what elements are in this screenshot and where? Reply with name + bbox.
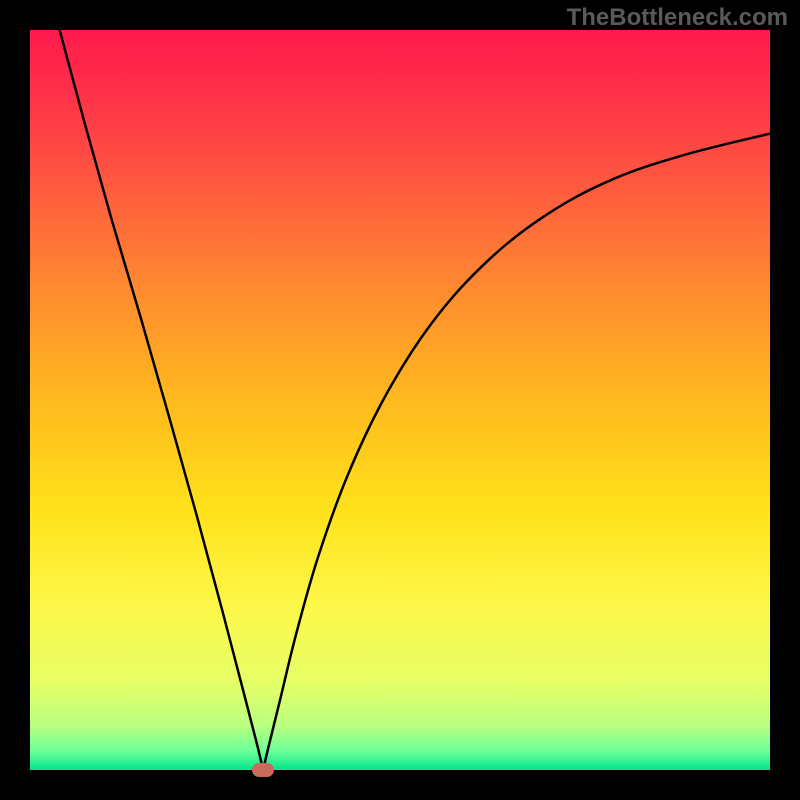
gradient-background: [30, 30, 770, 770]
plot-area: [30, 30, 770, 770]
plot-svg: [30, 30, 770, 770]
watermark-text: TheBottleneck.com: [567, 4, 788, 32]
optimum-marker: [252, 763, 274, 777]
